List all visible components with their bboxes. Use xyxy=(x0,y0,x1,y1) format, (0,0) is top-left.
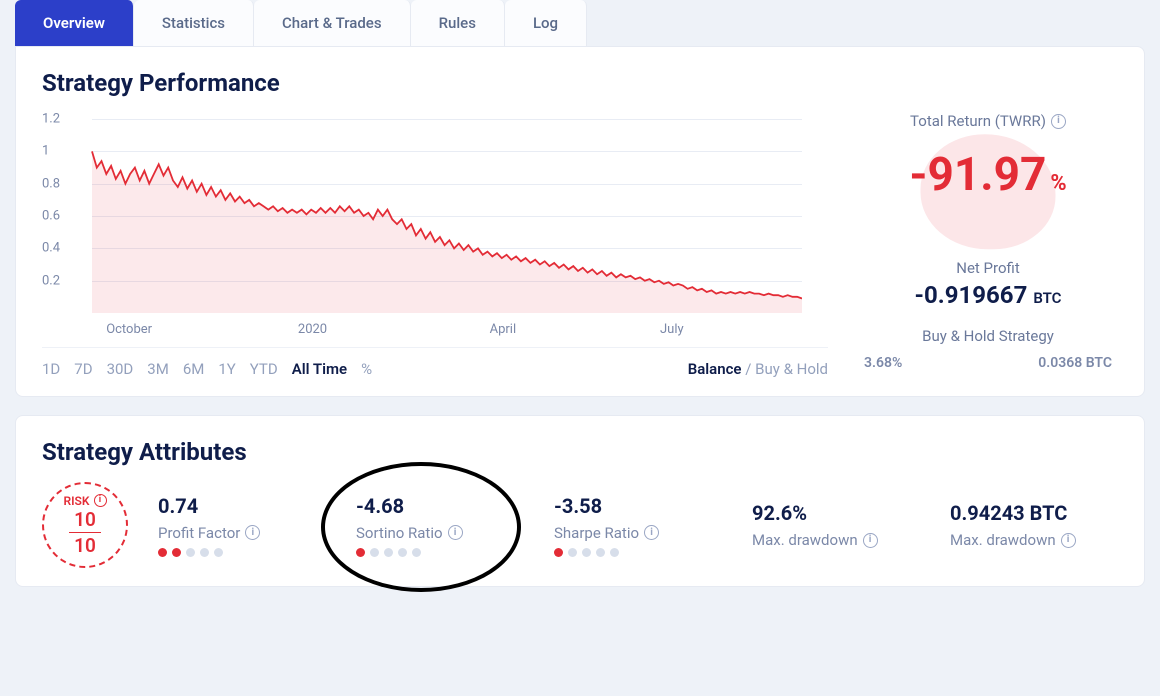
risk-denominator: 10 xyxy=(68,534,102,557)
attribute-label: Sharpe Ratioi xyxy=(554,524,722,542)
buyhold-strategy-label: Buy & Hold Strategy xyxy=(922,327,1054,345)
attribute-value: -3.58 xyxy=(554,494,722,518)
info-icon[interactable]: i xyxy=(863,533,878,548)
twrr-label: Total Return (TWRR) i xyxy=(910,112,1066,130)
performance-chart[interactable]: 0.20.40.60.811.2October2020AprilJuly xyxy=(42,107,802,337)
buyhold-row: 3.68% 0.0368 BTC xyxy=(858,355,1118,371)
attribute-sortino-ratio: -4.68 Sortino Ratioi xyxy=(356,494,524,557)
rating-dots xyxy=(356,548,524,557)
performance-title: Strategy Performance xyxy=(42,69,1118,97)
attribute-label: Profit Factori xyxy=(158,524,326,542)
risk-label: RISK xyxy=(63,494,89,508)
balance-mode-toggle[interactable]: Balance / Buy & Hold xyxy=(688,360,828,378)
buyhold-amount: 0.0368 BTC xyxy=(1038,355,1112,371)
timeframe-ytd[interactable]: YTD xyxy=(250,360,278,378)
summary-column: Total Return (TWRR) i -91.97 % Net Profi… xyxy=(858,107,1118,378)
timeframe-3m[interactable]: 3M xyxy=(147,360,169,378)
timeframe-6m[interactable]: 6M xyxy=(183,360,205,378)
info-icon[interactable]: i xyxy=(1061,533,1076,548)
risk-numerator: 10 xyxy=(68,508,102,531)
tab-log[interactable]: Log xyxy=(505,0,587,46)
twrr-value: -91.97 % xyxy=(858,148,1118,240)
timeframe-1y[interactable]: 1Y xyxy=(218,360,235,378)
risk-badge[interactable]: RISK i 10 10 xyxy=(42,482,128,568)
attributes-panel: Strategy Attributes RISK i 10 10 0.74 Prof… xyxy=(15,415,1145,587)
tab-chart-trades[interactable]: Chart & Trades xyxy=(254,0,411,46)
attribute-value: 92.6% xyxy=(752,501,920,525)
mode-buyhold[interactable]: Buy & Hold xyxy=(755,360,828,378)
info-icon[interactable]: i xyxy=(644,525,659,540)
timeframe-row: 1D 7D 30D 3M 6M 1Y YTD All Time% Balance / Buy … xyxy=(42,347,828,378)
attribute-max-drawdown: 92.6% Max. drawdowni xyxy=(752,501,920,549)
tab-rules[interactable]: Rules xyxy=(411,0,505,46)
rating-dots xyxy=(158,548,326,557)
attribute-max-drawdown: 0.94243 BTC Max. drawdowni xyxy=(950,501,1118,549)
buyhold-pct: 3.68% xyxy=(864,355,902,371)
timeframe-all-time[interactable]: All Time xyxy=(292,360,347,378)
attribute-value: 0.74 xyxy=(158,494,326,518)
netprofit-label: Net Profit xyxy=(956,259,1019,277)
rating-dots xyxy=(554,548,722,557)
attribute-label: Max. drawdowni xyxy=(950,531,1118,549)
attribute-label: Max. drawdowni xyxy=(752,531,920,549)
timeframe-1d[interactable]: 1D xyxy=(42,360,60,378)
attribute-profit-factor: 0.74 Profit Factori xyxy=(158,494,326,557)
info-icon[interactable]: i xyxy=(245,525,260,540)
info-icon[interactable]: i xyxy=(94,494,107,507)
tabs: OverviewStatisticsChart & TradesRulesLog xyxy=(15,0,1145,46)
tab-overview[interactable]: Overview xyxy=(15,0,134,46)
attribute-value: 0.94243 BTC xyxy=(950,501,1118,525)
tab-statistics[interactable]: Statistics xyxy=(134,0,254,46)
timeframe--[interactable]: % xyxy=(361,360,372,378)
info-icon[interactable]: i xyxy=(448,525,463,540)
chart-column: 0.20.40.60.811.2October2020AprilJuly 1D 7… xyxy=(42,107,828,378)
info-icon[interactable]: i xyxy=(1051,114,1066,129)
timeframe-7d[interactable]: 7D xyxy=(74,360,92,378)
attributes-title: Strategy Attributes xyxy=(42,438,1118,466)
attribute-value: -4.68 xyxy=(356,494,524,518)
timeframe-30d[interactable]: 30D xyxy=(107,360,134,378)
performance-panel: Strategy Performance 0.20.40.60.811.2Oct… xyxy=(15,46,1145,397)
netprofit-value: -0.919667 BTC xyxy=(858,281,1118,309)
attribute-sharpe-ratio: -3.58 Sharpe Ratioi xyxy=(554,494,722,557)
chart-svg xyxy=(42,107,802,337)
attribute-label: Sortino Ratioi xyxy=(356,524,524,542)
mode-balance[interactable]: Balance xyxy=(688,360,742,378)
